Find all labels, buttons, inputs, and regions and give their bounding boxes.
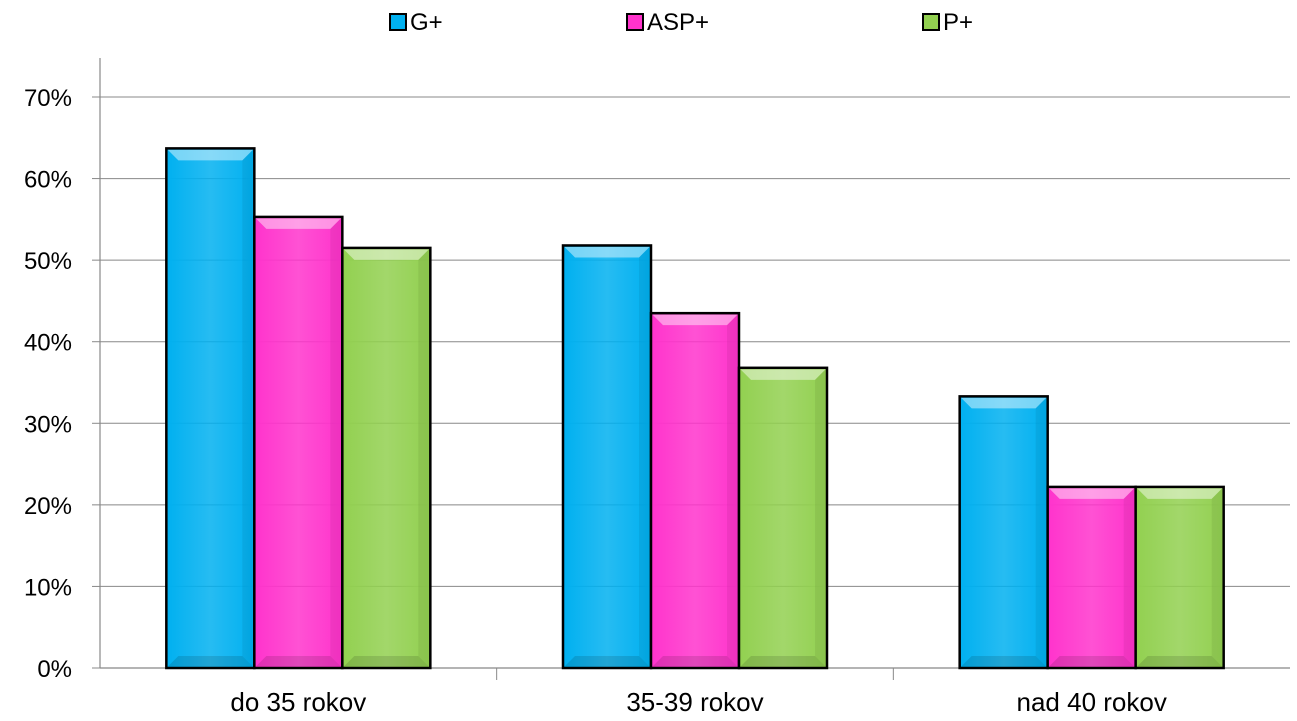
bar [1134, 485, 1225, 670]
legend-label: G+ [410, 9, 443, 36]
bar-bevel-right [727, 314, 738, 667]
x-category-label: do 35 rokov [230, 687, 366, 717]
bar-bevel-top [740, 369, 826, 380]
legend-swatch [626, 13, 644, 31]
bar-bevel-right [242, 149, 253, 667]
bar [561, 244, 653, 670]
bar-aspplus-3 [1046, 485, 1137, 670]
x-category-label: 35-39 rokov [626, 687, 763, 717]
y-tick-label: 40% [24, 330, 72, 357]
bar-bevel-right [418, 249, 429, 667]
legend-item-gplus: G+ [389, 9, 443, 36]
bar-bevel-right [1211, 488, 1223, 667]
bar-bevel-top [343, 249, 429, 260]
bar-bevel-bottom [961, 656, 1047, 667]
bar-bevel-top [167, 149, 253, 161]
bar-bevel-top [652, 314, 738, 326]
bar-bevel-right [1035, 397, 1047, 667]
legend-swatch [922, 13, 940, 31]
bar-bevel-bottom [652, 656, 738, 667]
bar-bevel-bottom [1049, 656, 1135, 667]
bar-bevel-right [1123, 488, 1135, 667]
bar-aspplus-1 [253, 215, 344, 670]
bar-bevel-right [330, 218, 341, 667]
legend-item-aspplus: ASP+ [626, 9, 709, 36]
bars [165, 147, 1225, 670]
bar [165, 147, 256, 670]
bar-bevel-top [564, 246, 650, 258]
legend-label: P+ [943, 9, 973, 36]
bar-bevel-bottom [343, 656, 429, 667]
x-category-labels: do 35 rokov 35-39 rokov nad 40 rokov [230, 687, 1166, 717]
bar-bevel-bottom [167, 656, 253, 667]
y-tick-labels: 0% 10% 20% 30% 40% 50% 60% 70% [24, 85, 72, 683]
y-tick-label: 10% [24, 574, 72, 601]
x-category-label: nad 40 rokov [1017, 687, 1167, 717]
bar-bevel-right [639, 246, 650, 667]
bar-bevel-right [815, 369, 826, 667]
legend: G+ ASP+ P+ [389, 9, 973, 36]
legend-item-pplus: P+ [922, 9, 973, 36]
bar [958, 395, 1049, 670]
bar-bevel-top [1049, 488, 1135, 499]
bar-bevel-top [1137, 488, 1223, 499]
bar-pplus-3 [1134, 485, 1225, 670]
y-tick-label: 70% [24, 85, 72, 112]
bar [253, 215, 344, 670]
bar-bevel-bottom [564, 656, 650, 667]
bar [1046, 485, 1137, 670]
bar-bevel-bottom [1137, 656, 1223, 667]
y-tick-label: 50% [24, 248, 72, 275]
bar [649, 311, 741, 670]
bar-gplus-1 [165, 147, 256, 670]
bar-gplus-3 [958, 395, 1049, 670]
y-tick-label: 60% [24, 167, 72, 194]
bar-pplus-1 [341, 246, 432, 670]
bar [341, 246, 432, 670]
bar-pplus-2 [737, 366, 829, 670]
legend-label: ASP+ [647, 9, 709, 36]
y-tick-label: 20% [24, 493, 72, 520]
y-tick-label: 0% [37, 656, 72, 683]
bar-gplus-2 [561, 244, 653, 670]
bar-bevel-bottom [740, 656, 826, 667]
legend-swatch [389, 13, 407, 31]
y-tick-label: 30% [24, 411, 72, 438]
bar-bevel-top [961, 397, 1047, 409]
bar-aspplus-2 [649, 311, 741, 670]
bar-bevel-bottom [255, 656, 341, 667]
bar-bevel-top [255, 218, 341, 229]
bar [737, 366, 829, 670]
